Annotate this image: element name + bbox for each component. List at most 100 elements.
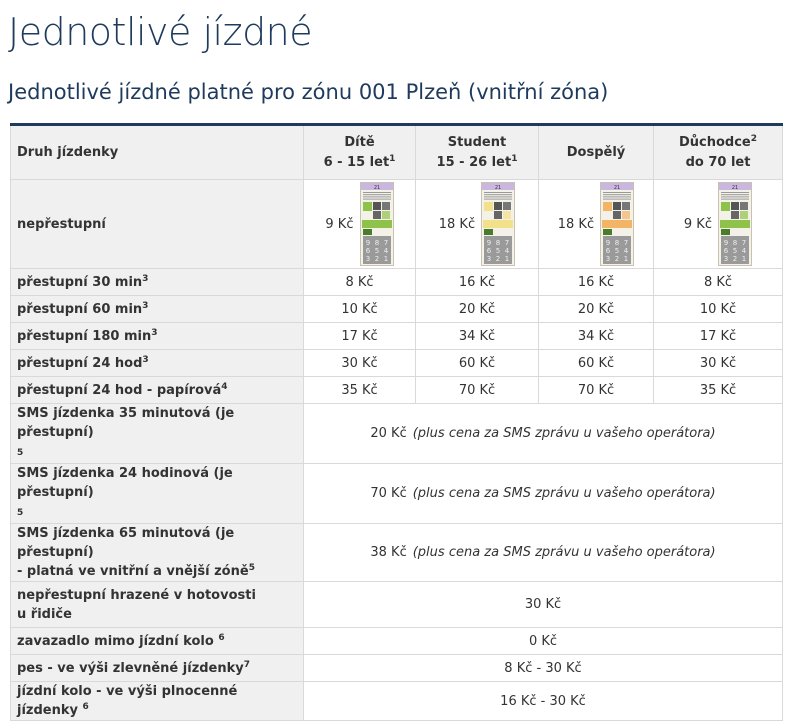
price-senior: 10 Kč (653, 295, 783, 323)
sms-note: (plus cena za SMS zprávu u vašeho operát… (412, 426, 716, 441)
svg-text:2: 2 (374, 255, 378, 263)
header-student-age: 15 - 26 let (436, 154, 512, 170)
table-row: přestupní 60 min3 10 Kč 20 Kč 20 Kč 10 Kč (10, 295, 783, 323)
svg-text:9: 9 (365, 239, 369, 247)
price-range: 16 Kč - 30 Kč (303, 681, 783, 721)
svg-text:8: 8 (733, 239, 737, 247)
row-label: SMS jízdenka 65 minutová (je přestupní) -… (10, 523, 304, 582)
svg-text:3: 3 (365, 255, 369, 263)
price-value: 70 Kč (370, 486, 407, 501)
price-value: 9 Kč (683, 216, 712, 232)
svg-text:6: 6 (606, 247, 611, 255)
price-child: 10 Kč (303, 295, 416, 323)
footnote-mark: 6 (218, 632, 225, 643)
table-row: přestupní 24 hod3 30 Kč 60 Kč 60 Kč 30 Kč (10, 349, 783, 377)
header-child: Dítě 6 - 15 let1 (303, 124, 416, 180)
price-senior: 35 Kč (653, 376, 783, 404)
footnote-mark: 3 (142, 354, 149, 365)
ticket-image: 219 8 76 5 43 2 1 (481, 182, 516, 266)
table-row: přestupní 24 hod - papírová4 35 Kč 70 Kč 70… (10, 376, 783, 404)
svg-text:21: 21 (495, 185, 501, 191)
svg-text:5: 5 (496, 247, 500, 255)
row-label: přestupní 180 min3 (10, 322, 304, 350)
svg-text:3: 3 (606, 255, 610, 263)
footnote-mark: 5 (17, 508, 24, 518)
row-label-text: přestupní 30 min (17, 274, 143, 290)
row-label-text: zavazadlo mimo jízdní kolo (17, 633, 219, 649)
ticket-image: 219 8 76 5 43 2 1 (718, 182, 753, 266)
svg-text:1: 1 (383, 255, 387, 263)
row-label: nepřestupní hrazené v hotovosti u řidiče (10, 581, 304, 628)
price-child: 8 Kč (303, 268, 416, 296)
sms-label: SMS jízdenka 24 hodinová (je přestupní) (17, 466, 233, 500)
header-student: Student 15 - 26 let1 (415, 124, 539, 180)
svg-text:2: 2 (496, 255, 500, 263)
svg-text:9: 9 (724, 239, 728, 247)
header-senior: Důchodce2 do 70 let (653, 124, 783, 180)
footnote-mark: 4 (221, 381, 228, 392)
svg-text:7: 7 (742, 239, 746, 247)
svg-text:2: 2 (615, 255, 619, 263)
header-child-age: 6 - 15 let (323, 154, 390, 170)
row-label: přestupní 24 hod - papírová4 (10, 376, 304, 404)
row-label: pes - ve výši zlevněné jízdenky7 (10, 654, 304, 682)
cash-price-cell: 30 Kč (303, 581, 783, 628)
row-label-text: pes - ve výši zlevněné jízdenky (17, 660, 244, 676)
ticket-image: 219 8 76 5 43 2 1 (359, 182, 394, 266)
sms-label-line2: - platná ve vnitřní a vnější zóně (17, 564, 249, 579)
svg-text:8: 8 (374, 239, 378, 247)
svg-text:5: 5 (615, 247, 619, 255)
svg-text:21: 21 (373, 185, 379, 191)
sms-price-cell: 70 Kč (plus cena za SMS zprávu u vašeho o… (303, 463, 783, 524)
cash-label-line2: u řidiče (17, 606, 72, 622)
price-senior: 9 Kč 21 9 8 7 6 5 4 3 2 1 (653, 179, 783, 269)
svg-text:7: 7 (383, 239, 387, 247)
header-child-title: Dítě (344, 134, 375, 150)
price-adult: 16 Kč (538, 268, 654, 296)
row-label-text: přestupní 60 min (17, 301, 143, 317)
footnote-mark: 5 (17, 448, 24, 458)
row-label: zavazadlo mimo jízdní kolo 6 (10, 627, 304, 655)
svg-text:21: 21 (614, 185, 620, 191)
price-value: 9 Kč (325, 216, 354, 232)
svg-text:2: 2 (733, 255, 737, 263)
price-child: 17 Kč (303, 322, 416, 350)
footnote-mark: 1 (511, 153, 518, 164)
price-student: 34 Kč (415, 322, 539, 350)
ticket-image: 219 8 76 5 43 2 1 (600, 182, 635, 266)
footnote-mark: 6 (82, 702, 89, 712)
price-value: 38 Kč (370, 545, 407, 560)
row-label-text: jízdní kolo - ve výši plnocenné jízdenky (17, 684, 238, 718)
price-adult: 34 Kč (538, 322, 654, 350)
table-row-sms-24h: SMS jízdenka 24 hodinová (je přestupní) 5… (10, 463, 783, 524)
svg-text:5: 5 (374, 247, 378, 255)
footnote-mark: 3 (142, 273, 149, 284)
price-value: 18 Kč (438, 216, 476, 232)
price-senior: 17 Kč (653, 322, 783, 350)
price-child: 9 Kč 21 9 8 7 6 5 4 3 2 1 (303, 179, 416, 269)
header-adult: Dospělý (538, 124, 654, 180)
svg-text:3: 3 (487, 255, 491, 263)
price-senior: 30 Kč (653, 349, 783, 377)
table-row: pes - ve výši zlevněné jízdenky7 8 Kč - 3… (10, 654, 783, 682)
table-row-cash: nepřestupní hrazené v hotovosti u řidiče … (10, 581, 783, 628)
svg-text:1: 1 (505, 255, 509, 263)
row-label: jízdní kolo - ve výši plnocenné jízdenky… (10, 681, 304, 721)
svg-text:21: 21 (732, 185, 738, 191)
svg-text:4: 4 (624, 247, 629, 255)
table-row-nontransfer: nepřestupní 9 Kč 21 9 8 7 6 5 4 3 2 1 18 Kč 21 9 8 7… (10, 179, 783, 269)
row-label: SMS jízdenka 24 hodinová (je přestupní) 5 (10, 463, 304, 524)
svg-text:7: 7 (505, 239, 509, 247)
price-adult: 18 Kč 21 9 8 7 6 5 4 3 2 1 (538, 179, 654, 269)
footnote-mark: 7 (243, 659, 251, 670)
sms-note: (plus cena za SMS zprávu u vašeho operát… (412, 545, 716, 560)
sms-price-cell: 38 Kč (plus cena za SMS zprávu u vašeho o… (303, 523, 783, 582)
price-range: 8 Kč - 30 Kč (303, 654, 783, 682)
price-student: 20 Kč (415, 295, 539, 323)
svg-text:4: 4 (742, 247, 747, 255)
table-row-sms-65: SMS jízdenka 65 minutová (je přestupní) -… (10, 523, 783, 582)
price-student: 16 Kč (415, 268, 539, 296)
header-student-title: Student (447, 134, 507, 150)
header-ticket-type: Druh jízdenky (10, 124, 304, 180)
